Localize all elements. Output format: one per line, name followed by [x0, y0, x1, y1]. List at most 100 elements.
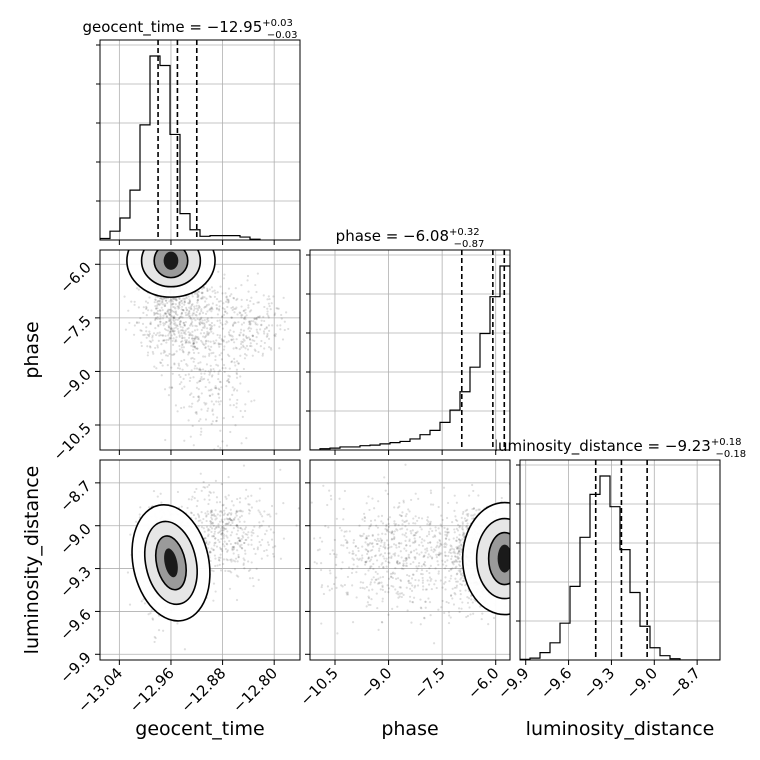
sample-point: [218, 510, 222, 513]
sample-point: [173, 315, 176, 318]
sample-point: [238, 311, 241, 314]
sample-point: [217, 531, 220, 534]
sample-point: [232, 297, 236, 300]
sample-point: [200, 375, 203, 379]
sample-point: [196, 335, 199, 339]
sample-point: [217, 300, 221, 303]
sample-point: [160, 245, 162, 247]
sample-point: [512, 565, 514, 567]
sample-point: [239, 526, 242, 530]
sample-point: [147, 506, 151, 509]
sample-point: [249, 338, 252, 341]
sample-point: [204, 537, 207, 540]
sample-point: [162, 322, 165, 325]
sample-point: [169, 246, 171, 248]
sample-point: [258, 315, 261, 318]
panel-phase-hist: [306, 249, 511, 455]
sample-point: [210, 422, 213, 425]
histogram-step: [520, 475, 720, 660]
sample-point: [250, 309, 253, 312]
sample-point: [157, 325, 160, 328]
sample-point: [126, 571, 130, 574]
sample-point: [232, 330, 235, 333]
sample-point: [181, 344, 184, 347]
sample-point: [220, 537, 223, 541]
sample-point: [255, 567, 258, 570]
sample-point: [153, 640, 156, 644]
sample-point: [244, 315, 247, 318]
sample-point: [200, 521, 204, 524]
sample-point: [200, 430, 203, 433]
sample-point: [189, 511, 193, 514]
sample-point: [209, 307, 212, 310]
sample-point: [236, 560, 239, 563]
sample-point: [153, 635, 156, 639]
sample-point: [247, 306, 250, 309]
sample-point: [195, 304, 198, 307]
sample-point: [127, 309, 130, 312]
sample-point: [234, 307, 237, 311]
sample-point: [173, 362, 176, 365]
sample-point: [183, 301, 186, 304]
sample-point: [222, 513, 225, 517]
sample-point: [154, 304, 157, 308]
sample-point: [204, 335, 207, 338]
sample-point: [226, 513, 229, 516]
sample-point: [209, 369, 213, 372]
sample-point: [241, 313, 244, 317]
sample-point: [162, 629, 165, 632]
sample-point: [251, 334, 254, 337]
sample-point: [192, 309, 195, 312]
sample-point: [190, 304, 193, 307]
sample-point: [210, 518, 214, 521]
sample-point: [212, 549, 215, 552]
sample-point: [205, 402, 208, 405]
sample-point: [517, 559, 519, 561]
sample-point: [279, 557, 283, 560]
sample-point: [203, 332, 206, 335]
sample-point: [233, 357, 236, 360]
sample-point: [204, 418, 208, 421]
sample-point: [207, 527, 210, 531]
sample-point: [196, 308, 200, 312]
sample-point: [194, 347, 197, 350]
sample-point: [224, 310, 227, 313]
sample-point: [181, 337, 184, 340]
sample-point: [225, 507, 228, 510]
sample-point: [200, 511, 203, 514]
sample-point: [181, 316, 184, 319]
sample-point: [191, 295, 194, 298]
sample-point: [203, 343, 206, 347]
sample-point: [178, 335, 181, 338]
sample-point: [202, 335, 205, 338]
sample-point: [215, 308, 219, 311]
sample-point: [151, 334, 154, 337]
sample-point: [218, 354, 221, 357]
sample-point: [175, 340, 178, 343]
sample-point: [256, 546, 259, 549]
sample-point: [193, 345, 196, 348]
sample-point: [219, 400, 222, 403]
sample-point: [461, 538, 464, 541]
sample-point: [459, 572, 463, 575]
sample-point: [191, 303, 194, 306]
sample-point: [454, 558, 457, 562]
sample-point: [240, 547, 243, 550]
sample-point: [266, 541, 270, 544]
sample-point: [145, 336, 148, 339]
sample-point: [242, 309, 245, 313]
sample-point: [146, 301, 150, 304]
sample-point: [230, 560, 233, 563]
sample-point: [456, 547, 459, 550]
sample-point: [226, 550, 229, 553]
sample-point: [161, 300, 164, 303]
sample-point: [139, 329, 142, 332]
sample-point: [268, 513, 271, 516]
sample-point: [213, 554, 217, 557]
sample-point: [212, 340, 215, 343]
sample-point: [148, 330, 151, 333]
sample-point: [183, 303, 186, 306]
sample-point: [189, 435, 192, 438]
sample-point: [159, 492, 162, 495]
sample-point: [192, 376, 195, 379]
